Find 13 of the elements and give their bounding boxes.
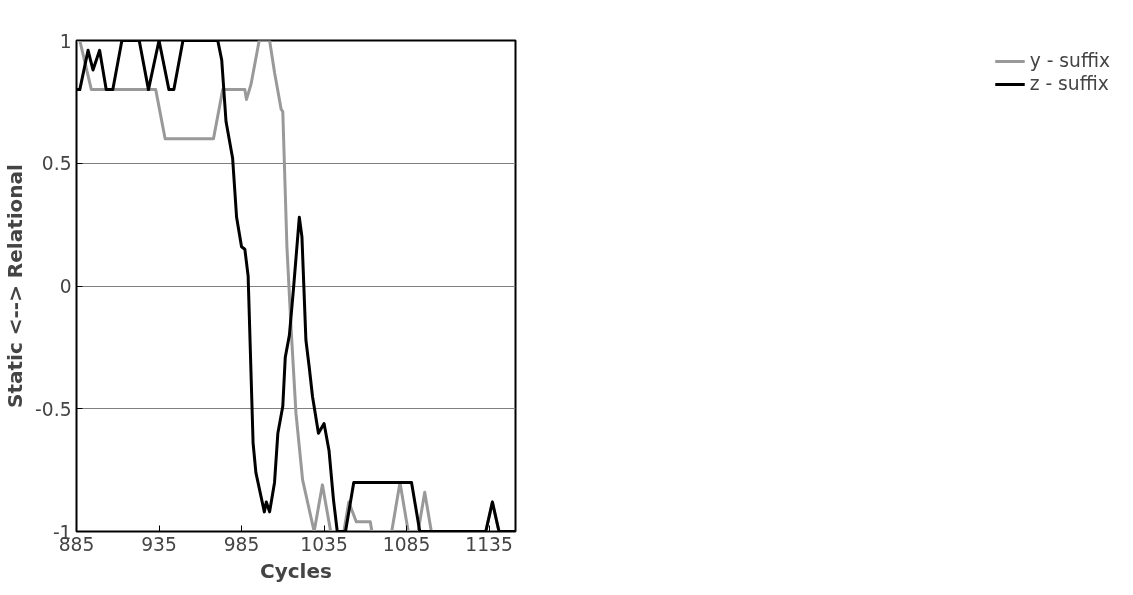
x-tick-label: 1085 bbox=[382, 533, 431, 555]
legend-label: z - suffix bbox=[1029, 73, 1109, 94]
y-tick-label: 1 bbox=[59, 30, 72, 52]
y-tick-label: -0.5 bbox=[35, 398, 72, 420]
x-axis-title: Cycles bbox=[260, 558, 332, 583]
x-tick-label: 1135 bbox=[465, 533, 513, 555]
x-tick-label: 985 bbox=[223, 533, 260, 555]
y-axis-title: Static <--> Relational bbox=[3, 164, 28, 408]
x-tick-label: 935 bbox=[141, 533, 177, 555]
y-tick-label: 0 bbox=[59, 276, 72, 297]
y-tick-label: 0.5 bbox=[41, 153, 72, 175]
x-tick-label: 1035 bbox=[300, 533, 348, 555]
legend-label: y - suffix bbox=[1029, 50, 1110, 71]
